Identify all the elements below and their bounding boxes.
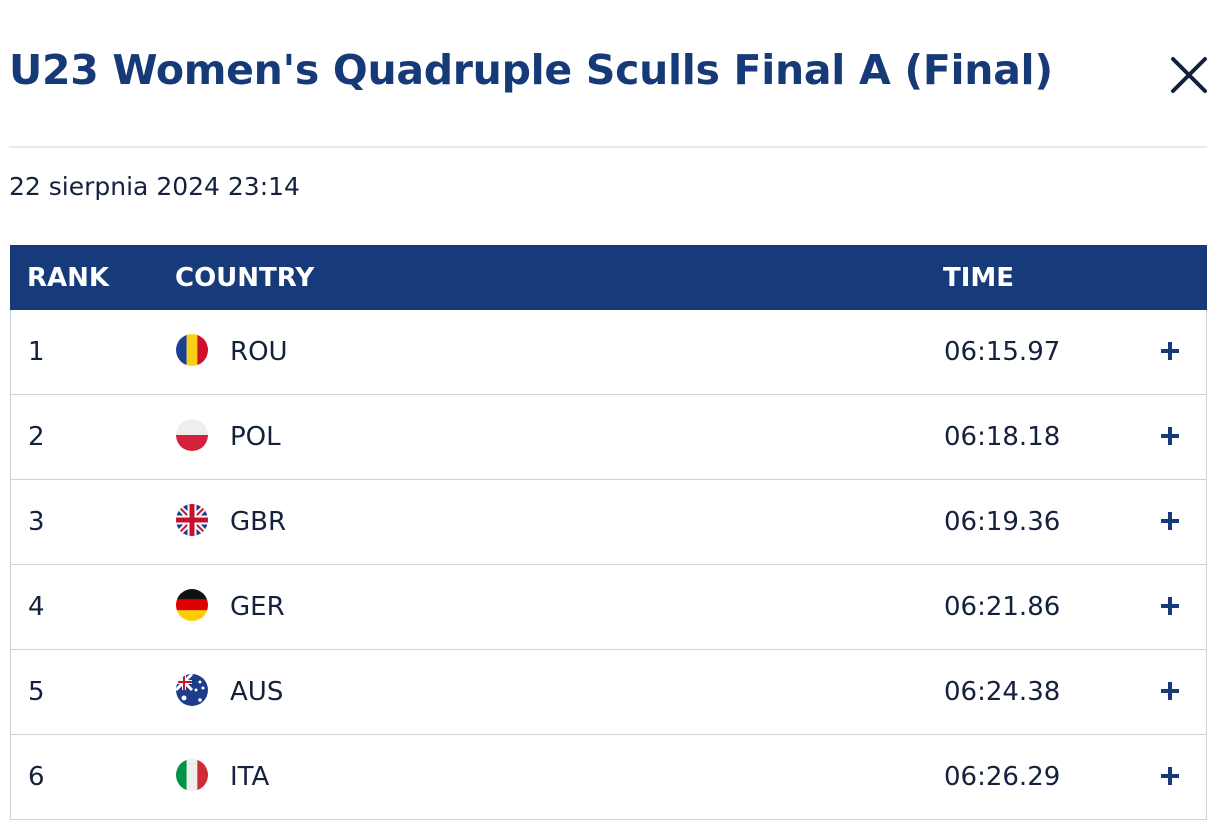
table-row: 6 ITA 06:26.29 — [10, 735, 1207, 820]
race-date: 22 sierpnia 2024 23:14 — [9, 172, 300, 201]
rank: 3 — [28, 507, 45, 537]
country-code: GER — [230, 592, 285, 622]
close-button[interactable] — [1170, 56, 1208, 94]
time: 06:24.38 — [944, 677, 1061, 707]
country-code: GBR — [230, 507, 287, 537]
country-code: POL — [230, 422, 281, 452]
rank: 5 — [28, 677, 45, 707]
flag — [176, 589, 208, 621]
column-header: COUNTRY — [175, 262, 315, 293]
table-row: 4 GER 06:21.86 — [10, 565, 1207, 650]
expand-button[interactable] — [1159, 765, 1181, 787]
expand-button[interactable] — [1159, 595, 1181, 617]
flag — [176, 504, 208, 536]
flag — [176, 419, 208, 451]
time: 06:18.18 — [944, 422, 1061, 452]
rank: 2 — [28, 422, 45, 452]
expand-button[interactable] — [1159, 425, 1181, 447]
country-code: ITA — [230, 762, 270, 792]
country-code: ROU — [230, 337, 288, 367]
flag — [176, 674, 208, 706]
time: 06:19.36 — [944, 507, 1061, 537]
rank: 1 — [28, 337, 45, 367]
flag — [176, 334, 208, 366]
expand-button[interactable] — [1159, 510, 1181, 532]
flag — [176, 759, 208, 791]
time: 06:15.97 — [944, 337, 1061, 367]
results-table: RANK COUNTRY TIME 1 ROU 06:15.97 2 POL 0… — [10, 245, 1207, 820]
country-code: AUS — [230, 677, 284, 707]
separator — [9, 146, 1207, 148]
time: 06:26.29 — [944, 762, 1061, 792]
modal-title: U23 Women's Quadruple Sculls Final A (Fi… — [9, 46, 1053, 94]
expand-button[interactable] — [1159, 340, 1181, 362]
table-header: RANK COUNTRY TIME — [10, 245, 1207, 310]
expand-button[interactable] — [1159, 680, 1181, 702]
time: 06:21.86 — [944, 592, 1061, 622]
column-header: TIME — [943, 262, 1015, 293]
rank: 6 — [28, 762, 45, 792]
rank: 4 — [28, 592, 45, 622]
table-row: 5 AUS 06:24.38 — [10, 650, 1207, 735]
table-row: 2 POL 06:18.18 — [10, 395, 1207, 480]
table-row: 3 GBR 06:19.36 — [10, 480, 1207, 565]
table-row: 1 ROU 06:15.97 — [10, 310, 1207, 395]
column-header: RANK — [27, 262, 110, 293]
